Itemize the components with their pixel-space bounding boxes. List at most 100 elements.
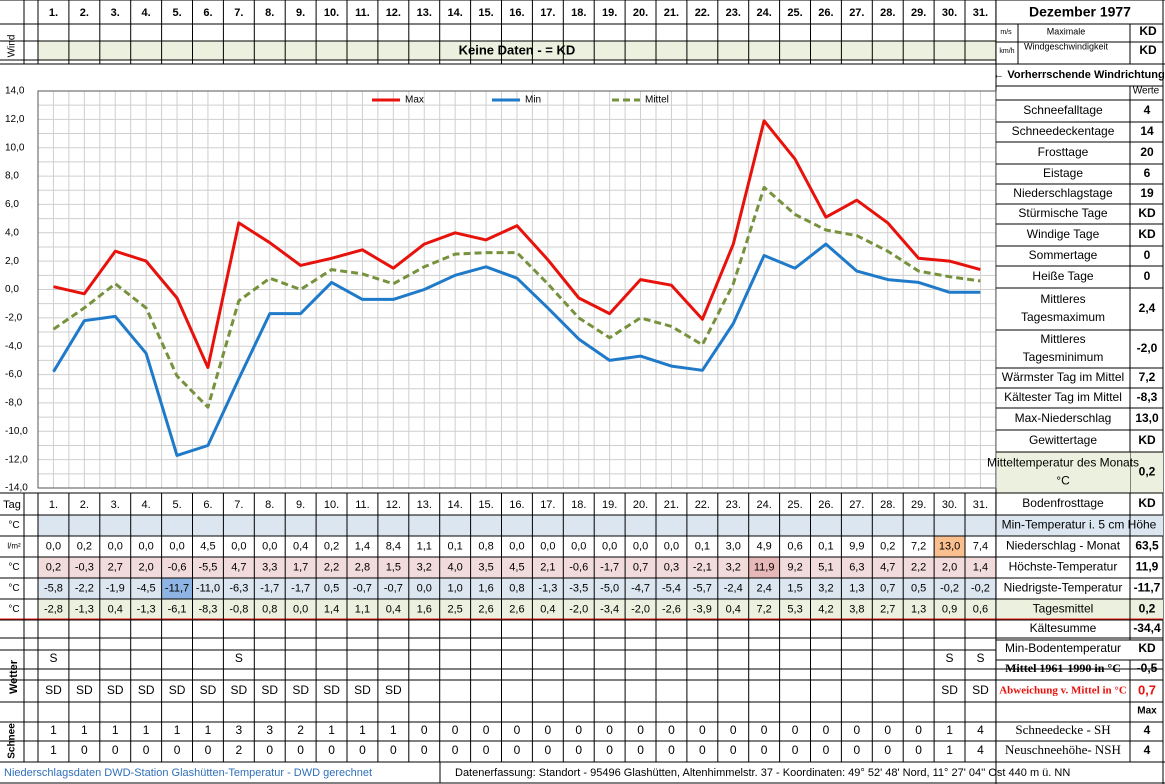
table-cell: -2,2 [75, 582, 94, 594]
schnee-cell: 0 [854, 723, 861, 737]
table-cell: 2,0 [942, 561, 957, 573]
day-header: 9. [296, 7, 305, 19]
schnee-cell: 1 [81, 723, 88, 737]
day-header: 21. [664, 7, 679, 19]
table-cell: 1,5 [787, 582, 802, 594]
summary-value: 20 [1140, 145, 1154, 159]
day-header: 20. [633, 7, 648, 19]
lower-summary-value: KD [1138, 641, 1156, 655]
table-cell: -6,3 [229, 582, 248, 594]
schnee-cell: 0 [792, 743, 799, 757]
schnee-cell: 0 [699, 723, 706, 737]
table-cell: 0,0 [231, 540, 246, 552]
wetter-cell: SD [107, 683, 124, 697]
table-cell: 1,3 [911, 603, 926, 615]
schnee-cell: 0 [452, 743, 459, 757]
tag-day: 29. [911, 499, 926, 511]
wetter-cell: S [49, 651, 57, 665]
table-cell: 4,5 [200, 540, 215, 552]
schnee-cell: 0 [761, 743, 768, 757]
table-cell: 1,4 [355, 540, 370, 552]
day-header: 14. [448, 7, 463, 19]
table-cell: 1,0 [448, 582, 463, 594]
tag-day: 3. [111, 499, 120, 511]
schnee-cell: 0 [637, 743, 644, 757]
table-cell: 2,1 [540, 561, 555, 573]
table-cell: 2,0 [139, 561, 154, 573]
summary-header: Werte [1133, 86, 1160, 97]
schnee-cell: 0 [328, 743, 335, 757]
schnee-cell: 0 [266, 743, 273, 757]
table-cell: 3,2 [417, 561, 432, 573]
table-cell: 0,0 [169, 540, 184, 552]
summary-value: 0,2 [1139, 465, 1156, 479]
footer-right: Datenerfassung: Standort - 95496 Glashüt… [455, 767, 1070, 779]
tag-day: 4. [142, 499, 151, 511]
table-cell: 1,4 [973, 561, 988, 573]
schnee-cell: 1 [946, 743, 953, 757]
summary-label: Kältester Tag im Mittel [1004, 390, 1122, 404]
tag-day: 6. [203, 499, 212, 511]
schnee-cell: 1 [328, 723, 335, 737]
summary-value: -2,0 [1137, 341, 1158, 355]
lower-summary-label: Schneedecke - SH [1015, 722, 1110, 737]
table-cell: 0,0 [417, 582, 432, 594]
tag-day: 17. [540, 499, 555, 511]
schnee-cell: 0 [884, 743, 891, 757]
row-bg-mean [38, 599, 996, 620]
table-cell: 2,2 [911, 561, 926, 573]
tag-day: 14. [448, 499, 463, 511]
schnee-cell: 1 [174, 723, 181, 737]
plot-frame [37, 90, 997, 489]
tag-day: 22. [695, 499, 710, 511]
tag-day: 16. [509, 499, 524, 511]
y-tick-label: -10,0 [5, 426, 28, 437]
table-cell: -3,5 [569, 582, 588, 594]
wetter-cell: SD [323, 683, 340, 697]
summary-label-line2: Tagesmaximum [1021, 310, 1105, 324]
wind-direction-label: ← Vorherrschende Windrichtung [993, 69, 1164, 81]
table-cell: 0,6 [973, 603, 988, 615]
day-header: 11. [355, 7, 370, 19]
schnee-cell: 0 [792, 723, 799, 737]
summary-label: Wärmster Tag im Mittel [1002, 370, 1124, 384]
schnee-cell: 0 [390, 743, 397, 757]
label-bg-mean [997, 599, 1163, 620]
table-cell: 0,2 [880, 540, 895, 552]
schnee-cell: 0 [297, 743, 304, 757]
schnee-cell: 1 [205, 723, 212, 737]
wind-max-label-2: Windgeschwindigkeit [1024, 41, 1109, 51]
table-cell: -5,5 [198, 561, 217, 573]
row-label: Niedrigste-Temperatur [1004, 581, 1123, 595]
table-cell: -0,3 [75, 561, 94, 573]
day-header: 2. [80, 7, 89, 19]
tag-day: 20. [633, 499, 648, 511]
tag-day: 7. [234, 499, 243, 511]
tag-day: 8. [265, 499, 274, 511]
summary-label: Gewittertage [1029, 433, 1097, 447]
row-unit: °C [8, 604, 19, 615]
table-cell: 4,9 [757, 540, 772, 552]
row-unit: °C [8, 583, 19, 594]
day-header: 4. [142, 7, 151, 19]
schnee-cell: 0 [483, 723, 490, 737]
table-cell: 3,5 [478, 561, 493, 573]
summary-value: 14 [1140, 124, 1154, 138]
lower-summary-value: -34,4 [1133, 621, 1161, 635]
table-cell: -2,4 [724, 582, 743, 594]
schnee-cell: 0 [730, 723, 737, 737]
table-cell: 0,4 [540, 603, 555, 615]
tag-day: 1. [49, 499, 58, 511]
table-cell: 0,0 [46, 540, 61, 552]
schnee-cell: 0 [915, 743, 922, 757]
schnee-cell: 1 [143, 723, 150, 737]
lower-summary-label: Neuschneehöhe- NSH [1005, 742, 1121, 757]
day-header: 17. [540, 7, 555, 19]
table-cell: 1,6 [417, 603, 432, 615]
table-cell: 0,0 [571, 540, 586, 552]
table-cell: 1,4 [324, 603, 339, 615]
table-cell: 2,7 [880, 603, 895, 615]
table-cell: 2,2 [324, 561, 339, 573]
schnee-cell: 3 [236, 723, 243, 737]
day-header: 23. [726, 7, 741, 19]
